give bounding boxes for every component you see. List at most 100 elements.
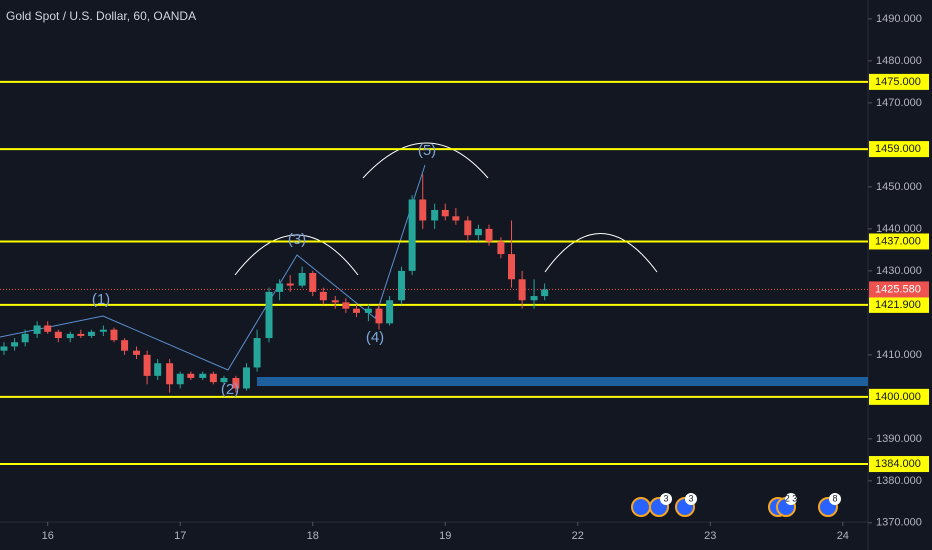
candle-body: [11, 342, 19, 347]
candle-body: [66, 333, 74, 339]
arc: [234, 234, 359, 276]
candle-body: [319, 291, 327, 301]
level-label: 1437.000: [875, 235, 921, 247]
event-badge-label: 2 3: [785, 493, 798, 503]
y-tick-label: 1450.000: [876, 181, 922, 193]
candle-body: [419, 199, 427, 221]
candle-body: [21, 333, 29, 343]
candle-body: [110, 329, 118, 341]
candle-body: [99, 329, 107, 332]
x-tick-label: 19: [439, 530, 451, 542]
candle-body: [298, 272, 306, 286]
event-badge-label: 8: [832, 493, 837, 503]
candle-body: [541, 289, 549, 297]
x-tick-label: 23: [704, 530, 716, 542]
level-label: 1421.900: [875, 299, 921, 311]
candle-body: [187, 373, 195, 378]
candle-body: [441, 209, 449, 217]
wave-label: (5): [418, 142, 436, 159]
candle-body: [342, 302, 350, 309]
arc: [362, 142, 489, 179]
y-tick-label: 1430.000: [876, 265, 922, 277]
event-badge: [660, 493, 672, 505]
candle-body: [276, 283, 284, 292]
candle-body: [530, 296, 538, 301]
event-badge-label: 3: [663, 493, 668, 503]
last-price-tag: [869, 281, 929, 298]
y-tick-label: 1380.000: [876, 475, 922, 487]
wave-label: (3): [288, 231, 306, 248]
event-badge: [685, 493, 697, 505]
zone-rect: [257, 377, 868, 386]
level-tag: [869, 296, 929, 313]
x-tick-label: 24: [837, 530, 849, 542]
y-tick-label: 1470.000: [876, 97, 922, 109]
candle-body: [508, 254, 516, 280]
candle-body: [121, 340, 129, 351]
y-tick-label: 1440.000: [876, 223, 922, 235]
level-tag: [869, 141, 929, 158]
y-tick-label: 1370.000: [876, 517, 922, 529]
level-label: 1384.000: [875, 458, 921, 470]
candle-body: [398, 270, 406, 301]
wave-label: (4): [366, 329, 384, 346]
event-icon: [631, 497, 651, 517]
level-label: 1475.000: [875, 76, 921, 88]
last-price-label: 1425.580: [875, 283, 921, 295]
wave-label: (2): [221, 381, 239, 398]
candle-body: [154, 363, 162, 376]
candle-body: [166, 363, 174, 385]
y-tick-label: 1390.000: [876, 433, 922, 445]
candle-body: [143, 354, 151, 376]
candle-body: [352, 308, 360, 313]
y-tick-label: 1490.000: [876, 13, 922, 25]
event-badge-label: 3: [688, 493, 693, 503]
candle-body: [0, 346, 8, 351]
x-tick-label: 16: [42, 530, 54, 542]
candle-body: [518, 279, 526, 301]
candle-body: [44, 325, 52, 332]
event-badge: [785, 493, 797, 505]
wave-line: [0, 164, 426, 371]
candle-body: [431, 209, 439, 221]
x-tick-label: 18: [307, 530, 319, 542]
candle-body: [309, 272, 317, 292]
candle-body: [452, 216, 460, 221]
wave-label: (1): [92, 291, 110, 308]
candle-body: [497, 241, 505, 255]
level-tag: [869, 388, 929, 405]
candle-body: [364, 308, 372, 313]
y-tick-label: 1480.000: [876, 55, 922, 67]
candle-body: [286, 283, 294, 286]
candle-body: [485, 228, 493, 242]
candle-body: [408, 199, 416, 271]
level-tag: [869, 456, 929, 473]
candle-body: [199, 373, 207, 378]
event-badge: [829, 493, 841, 505]
y-tick-label: 1410.000: [876, 349, 922, 361]
level-tag: [869, 73, 929, 90]
candle-body: [242, 367, 250, 389]
level-label: 1400.000: [875, 391, 921, 403]
x-tick-label: 22: [572, 530, 584, 542]
candle-body: [77, 333, 85, 336]
candle-body: [331, 300, 339, 303]
arc: [544, 233, 658, 273]
candle-body: [474, 228, 482, 236]
candle-body: [265, 291, 273, 339]
candle-body: [386, 300, 394, 324]
candle-body: [232, 377, 240, 389]
x-tick-label: 17: [174, 530, 186, 542]
candle-body: [87, 331, 95, 336]
candle-body: [33, 325, 41, 334]
candle-body: [132, 350, 140, 355]
candle-body: [209, 373, 217, 383]
candle-body: [176, 373, 184, 385]
candle-body: [220, 377, 228, 383]
candle-body: [253, 338, 261, 368]
candle-body: [54, 331, 62, 339]
chart-title: Gold Spot / U.S. Dollar, 60, OANDA: [6, 9, 196, 23]
level-label: 1459.000: [875, 143, 921, 155]
